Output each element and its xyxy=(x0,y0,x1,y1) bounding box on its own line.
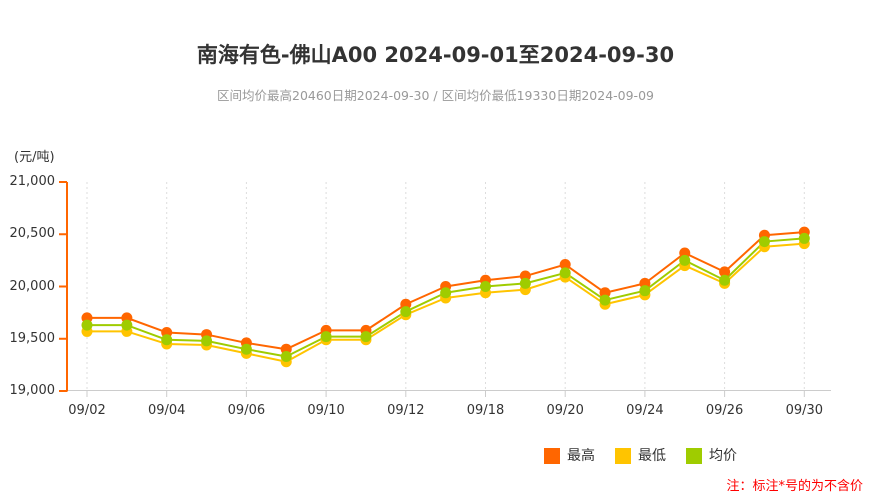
chart-title: 南海有色-佛山A00 2024-09-01至2024-09-30 xyxy=(196,43,675,67)
legend-label: 均价 xyxy=(709,448,737,464)
legend-swatch xyxy=(686,448,702,464)
series-average-point[interactable] xyxy=(240,343,252,355)
chart-subtitle: 区间均价最高20460日期2024-09-30 / 区间均价最低19330日期2… xyxy=(217,88,654,103)
x-tick-label: 09/26 xyxy=(705,403,744,418)
series-average-point[interactable] xyxy=(758,236,770,248)
series-average-point[interactable] xyxy=(161,334,173,346)
y-axis-unit-label: (元/吨) xyxy=(14,150,55,165)
series-average-point[interactable] xyxy=(81,319,93,331)
series-average-point[interactable] xyxy=(480,281,491,292)
x-tick-label: 09/18 xyxy=(466,403,505,418)
series-average-point[interactable] xyxy=(798,232,810,244)
series-average-point[interactable] xyxy=(559,267,571,279)
series-average-point[interactable] xyxy=(639,285,651,297)
series-average-point[interactable] xyxy=(679,254,691,266)
x-tick-label: 09/20 xyxy=(546,403,584,418)
y-tick-label: 20,000 xyxy=(9,278,56,294)
y-tick-label: 20,500 xyxy=(9,226,56,242)
series-average-point[interactable] xyxy=(121,319,133,331)
series-average-point[interactable] xyxy=(280,351,292,363)
x-tick-label: 09/24 xyxy=(626,403,664,418)
series-average-point[interactable] xyxy=(440,287,452,299)
series-average-point[interactable] xyxy=(719,274,731,286)
series-high-point[interactable] xyxy=(559,259,571,271)
legend-item-均价[interactable]: 均价 xyxy=(686,448,737,464)
series-average-point[interactable] xyxy=(360,331,372,343)
x-tick-label: 09/30 xyxy=(785,403,824,418)
series-average-point[interactable] xyxy=(400,306,412,318)
legend-item-最低[interactable]: 最低 xyxy=(615,448,666,464)
series-average-point[interactable] xyxy=(201,335,213,347)
x-tick-label: 09/06 xyxy=(227,403,266,418)
legend-item-最高[interactable]: 最高 xyxy=(544,448,595,464)
x-tick-label: 09/12 xyxy=(387,403,425,418)
series-average-point[interactable] xyxy=(599,294,611,306)
x-tick-label: 09/02 xyxy=(68,403,106,418)
y-tick-label: 19,000 xyxy=(9,383,56,398)
y-tick-label: 19,500 xyxy=(9,330,56,346)
x-tick-label: 09/04 xyxy=(147,403,186,418)
legend-swatch xyxy=(544,448,560,464)
series-average-point[interactable] xyxy=(519,277,531,289)
series-average-point[interactable] xyxy=(320,331,332,343)
series-high-point[interactable] xyxy=(719,266,731,278)
footnote: 注：标注*号的为不含价 xyxy=(726,479,863,494)
x-tick-label: 09/10 xyxy=(307,403,345,418)
y-tick-label: 21,000 xyxy=(9,174,56,189)
legend-label: 最高 xyxy=(567,448,595,464)
chart-legend: 最高 最低 均价 xyxy=(544,448,737,464)
legend-label: 最低 xyxy=(638,448,666,464)
legend-swatch xyxy=(615,448,631,464)
